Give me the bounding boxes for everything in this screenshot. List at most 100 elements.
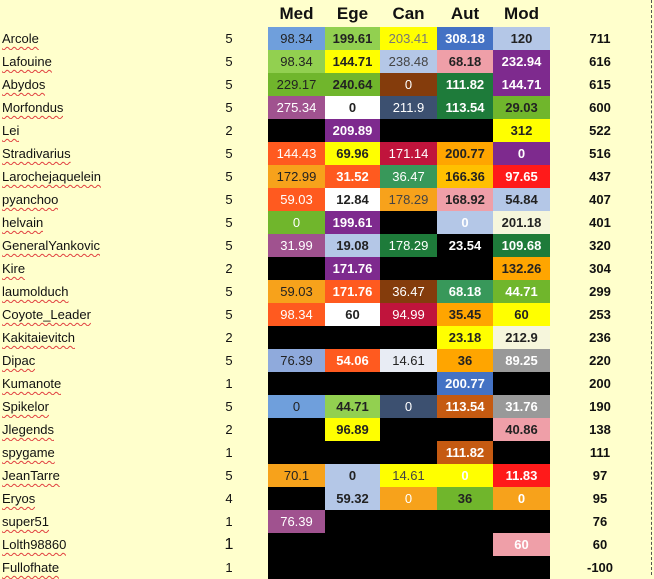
score-cell xyxy=(325,372,380,395)
count: 2 xyxy=(225,261,233,276)
score-cell xyxy=(380,326,437,349)
total: 60 xyxy=(592,537,608,552)
score-cell: 29.03 xyxy=(493,96,550,119)
player-name: Lafouine xyxy=(2,54,52,69)
total: 516 xyxy=(589,146,611,161)
score-cell xyxy=(268,533,325,556)
total: 95 xyxy=(592,491,608,506)
score-cell: 0 xyxy=(493,142,550,165)
count: 2 xyxy=(225,123,233,138)
score-cell: 171.14 xyxy=(380,142,437,165)
score-cell: 98.34 xyxy=(268,303,325,326)
count: 2 xyxy=(225,422,233,437)
score-cell: 0 xyxy=(268,211,325,234)
score-cell: 0 xyxy=(325,96,380,119)
total: 220 xyxy=(589,353,611,368)
score-cell xyxy=(380,211,437,234)
score-cell: 171.76 xyxy=(325,257,380,280)
score-cell xyxy=(380,418,437,441)
total: 600 xyxy=(589,100,611,115)
score-cell xyxy=(268,418,325,441)
score-cell: 31.76 xyxy=(493,395,550,418)
score-cell: 76.39 xyxy=(268,349,325,372)
score-cell: 94.99 xyxy=(380,303,437,326)
score-cell: 232.94 xyxy=(493,50,550,73)
player-name: GeneralYankovic xyxy=(2,238,101,253)
score-cell xyxy=(437,510,493,533)
score-cell xyxy=(493,510,550,533)
score-cell: 200.77 xyxy=(437,142,493,165)
player-name: Larochejaquelein xyxy=(2,169,102,184)
total: 190 xyxy=(589,399,611,414)
count: 5 xyxy=(225,399,233,414)
total: 320 xyxy=(589,238,611,253)
score-cell: 54.06 xyxy=(325,349,380,372)
count: 5 xyxy=(225,192,233,207)
score-cell: 308.18 xyxy=(437,27,493,50)
score-cell: 203.41 xyxy=(380,27,437,50)
score-cell: 109.68 xyxy=(493,234,550,257)
total: 138 xyxy=(589,422,611,437)
count: 1 xyxy=(225,445,233,460)
score-cell: 12.84 xyxy=(325,188,380,211)
score-cell: 199.61 xyxy=(325,211,380,234)
total: 253 xyxy=(589,307,611,322)
total: 97 xyxy=(592,468,608,483)
total: 236 xyxy=(589,330,611,345)
player-name: JeanTarre xyxy=(2,468,60,483)
score-cell xyxy=(380,441,437,464)
score-cell: 68.18 xyxy=(437,50,493,73)
score-cell: 0 xyxy=(493,487,550,510)
count: 5 xyxy=(225,307,233,322)
player-name: Abydos xyxy=(2,77,46,92)
score-cell xyxy=(268,257,325,280)
score-cell: 212.9 xyxy=(493,326,550,349)
player-name: Lolth98860 xyxy=(2,537,67,552)
player-name: Stradivarius xyxy=(2,146,71,161)
count: 1 xyxy=(224,536,234,553)
score-cell: 60 xyxy=(493,533,550,556)
score-cell xyxy=(437,418,493,441)
score-cell: 168.92 xyxy=(437,188,493,211)
score-cell xyxy=(437,257,493,280)
score-cell: 59.03 xyxy=(268,280,325,303)
score-cell: 36.47 xyxy=(380,280,437,303)
player-name: Spikelor xyxy=(2,399,49,414)
score-cell: 0 xyxy=(268,395,325,418)
score-cell: 44.71 xyxy=(325,395,380,418)
score-cell: 97.65 xyxy=(493,165,550,188)
score-cell: 200.77 xyxy=(437,372,493,395)
count: 2 xyxy=(225,330,233,345)
total: 304 xyxy=(589,261,611,276)
score-cell: 59.03 xyxy=(268,188,325,211)
count: 5 xyxy=(225,353,233,368)
score-cell: 0 xyxy=(380,487,437,510)
score-cell: 166.36 xyxy=(437,165,493,188)
column-header: Ege xyxy=(336,4,369,23)
score-cell: 0 xyxy=(437,211,493,234)
score-cell: 144.43 xyxy=(268,142,325,165)
count: 5 xyxy=(225,54,233,69)
player-name: laumolduch xyxy=(2,284,69,299)
score-cell: 68.18 xyxy=(437,280,493,303)
player-name: Fullofhate xyxy=(2,560,60,575)
score-cell: 0 xyxy=(380,395,437,418)
score-cell xyxy=(380,257,437,280)
total: 401 xyxy=(589,215,611,230)
score-cell: 113.54 xyxy=(437,395,493,418)
score-cell: 178.29 xyxy=(380,188,437,211)
player-name: Arcole xyxy=(2,31,39,46)
score-cell: 54.84 xyxy=(493,188,550,211)
score-cell: 96.89 xyxy=(325,418,380,441)
score-cell xyxy=(268,556,325,579)
total: 76 xyxy=(592,514,608,529)
player-name: Morfondus xyxy=(2,100,64,115)
score-cell xyxy=(325,326,380,349)
score-cell: 132.26 xyxy=(493,257,550,280)
score-cell: 14.61 xyxy=(380,349,437,372)
score-cell xyxy=(325,441,380,464)
total: 437 xyxy=(589,169,611,184)
score-cell xyxy=(268,487,325,510)
score-cell: 36 xyxy=(437,349,493,372)
player-name: Kumanote xyxy=(2,376,62,391)
